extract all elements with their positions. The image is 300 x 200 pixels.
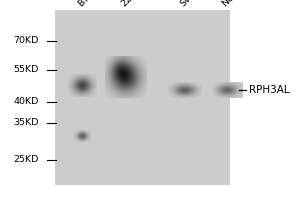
Bar — [55, 10, 230, 185]
Text: RPH3AL: RPH3AL — [249, 85, 290, 95]
Text: NCI-H460: NCI-H460 — [220, 0, 258, 8]
Text: 55KD: 55KD — [14, 65, 39, 74]
Text: 25KD: 25KD — [14, 155, 39, 164]
Text: 70KD: 70KD — [14, 36, 39, 45]
Text: 35KD: 35KD — [14, 118, 39, 127]
Text: SW620: SW620 — [178, 0, 208, 8]
Text: 22Rv1: 22Rv1 — [120, 0, 147, 8]
Text: BT-474: BT-474 — [76, 0, 106, 8]
Text: 40KD: 40KD — [14, 97, 39, 106]
